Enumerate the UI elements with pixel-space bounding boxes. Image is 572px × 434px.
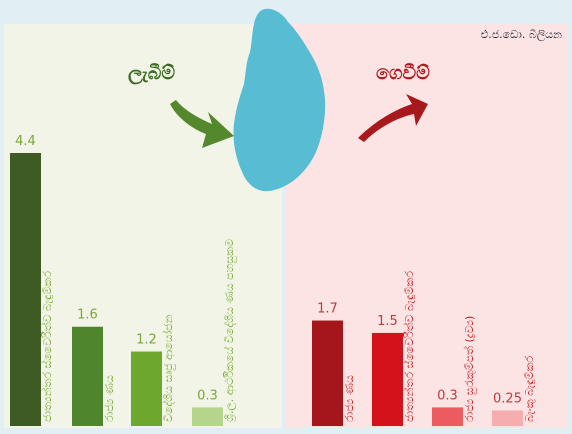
income-bar-1 xyxy=(10,153,41,426)
expense-value-label-3: 0.3 xyxy=(437,388,458,403)
unit-label: එ.ජ.ඩො. බිලියන xyxy=(480,28,562,41)
income-category-label-1: ජාත්‍යන්තර ස්වෛරීත්ව බැඳුම්කර xyxy=(40,271,54,422)
expense-bar-4 xyxy=(492,410,523,426)
income-value-label-4: 0.3 xyxy=(197,388,218,403)
sri-lanka-map-icon xyxy=(233,8,326,192)
income-arrow-icon xyxy=(170,100,234,148)
expense-category-label-3: රාජ්‍ය සුරැකුම්පත් (ද්‍රව්‍ය) xyxy=(462,316,477,422)
expense-value-label-1: 1.7 xyxy=(317,302,338,317)
expense-arrow-icon xyxy=(358,94,428,142)
expense-category-label-1: රාජ්‍ය ණය xyxy=(343,375,356,422)
expense-value-label-2: 1.5 xyxy=(377,314,398,329)
income-heading: ලැබීම් xyxy=(128,62,176,84)
income-value-label-1: 4.4 xyxy=(15,134,36,149)
income-bar-3 xyxy=(131,351,162,426)
expense-bar-1 xyxy=(312,320,343,426)
expense-bar-2 xyxy=(372,332,403,426)
income-value-label-2: 1.6 xyxy=(77,308,98,323)
income-category-label-3: විදේශීය සෘජු ආයෝජන xyxy=(161,314,176,422)
income-category-label-2: රාජ්‍ය ණය xyxy=(103,375,116,422)
income-category-label-4: ශ්‍රී.ල. ආර්ථිකයේ විදේශීය ණය පහසුකම xyxy=(222,239,237,422)
income-value-label-3: 1.2 xyxy=(136,333,157,348)
expense-category-label-2: ජාත්‍යන්තර ස්වෛරීත්ව බැඳුම්කර xyxy=(402,271,416,422)
income-bar-2 xyxy=(72,326,103,426)
expense-category-label-4: බැංකු බැඳුම්කර xyxy=(523,355,536,422)
expense-bar-3 xyxy=(432,407,463,426)
expense-value-label-4: 0.25 xyxy=(493,391,522,406)
expense-heading: ගෙවීම් xyxy=(376,62,430,84)
income-bar-4 xyxy=(192,407,223,426)
